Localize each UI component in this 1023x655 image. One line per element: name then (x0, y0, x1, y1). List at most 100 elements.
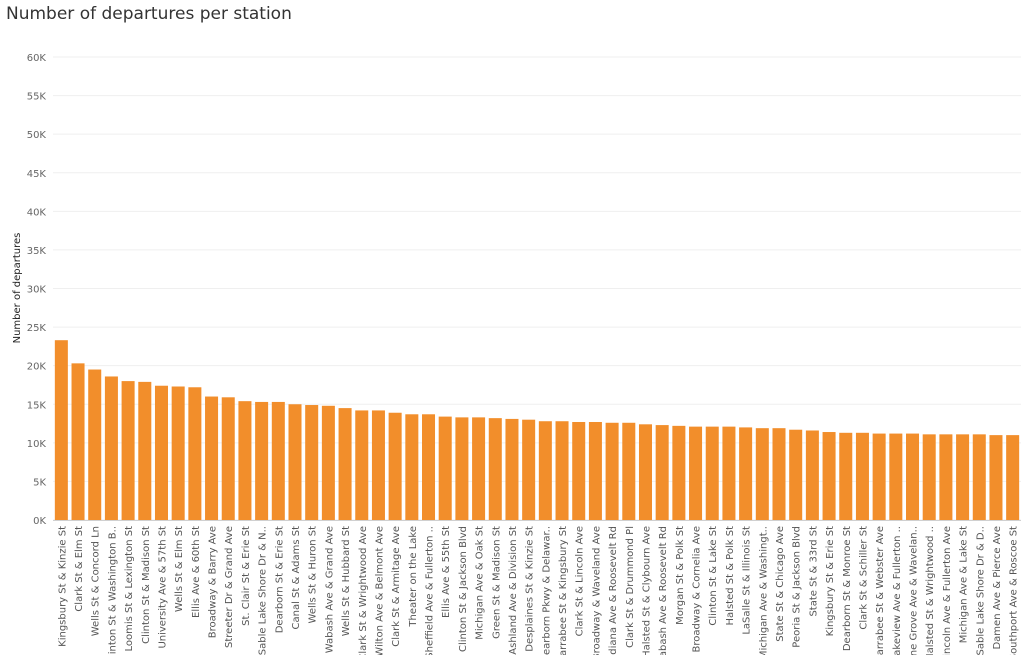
y-tick-label: 55K (27, 92, 47, 103)
bar[interactable] (956, 434, 970, 520)
x-tick-label: Michigan Ave & Oak St (475, 526, 486, 640)
x-tick-label: Michigan Ave & Washingt.. (758, 526, 769, 655)
x-tick-label: Kingsbury St & Kinzie St (57, 526, 68, 647)
x-tick-label: Clinton St & Lake St (708, 526, 719, 626)
bar[interactable] (805, 430, 819, 520)
bar[interactable] (922, 434, 936, 520)
x-tick-label: Ashland Ave & Division St (508, 526, 519, 655)
bar[interactable] (221, 397, 235, 520)
x-tick-label: Damen Ave & Pierce Ave (992, 526, 1003, 650)
bar[interactable] (572, 421, 586, 520)
bar[interactable] (655, 425, 669, 520)
bar[interactable] (689, 426, 703, 520)
bar[interactable] (705, 426, 719, 520)
x-tick-label: DuSable Lake Shore Dr & D.. (975, 526, 986, 655)
bar[interactable] (438, 416, 452, 520)
x-tick-label: Clark St & Lincoln Ave (575, 526, 586, 636)
y-axis-label: Number of departures (12, 233, 23, 344)
chart-title: Number of departures per station (6, 4, 292, 24)
bar[interactable] (855, 432, 869, 520)
bar[interactable] (872, 433, 886, 520)
bar[interactable] (588, 421, 602, 520)
bar[interactable] (739, 427, 753, 520)
bar[interactable] (121, 381, 135, 520)
x-tick-label: Clinton St & Madison St (141, 526, 152, 644)
bar[interactable] (71, 363, 85, 520)
bar[interactable] (238, 401, 252, 520)
bar[interactable] (288, 404, 302, 520)
bar[interactable] (321, 405, 335, 520)
bar[interactable] (88, 369, 102, 520)
bar[interactable] (205, 396, 219, 520)
bar[interactable] (989, 435, 1003, 520)
x-tick-label: Clark St & Schiller St (858, 526, 869, 630)
y-tick-label: 20K (27, 362, 47, 373)
bar[interactable] (405, 414, 419, 520)
x-tick-label: Wells St & Concord Ln (91, 526, 102, 636)
bar[interactable] (472, 417, 486, 520)
bar[interactable] (822, 432, 836, 520)
bar[interactable] (271, 401, 285, 520)
bar[interactable] (538, 421, 552, 520)
x-tick-label: Dearborn Pkwy & Delawar.. (541, 526, 552, 655)
bar[interactable] (939, 434, 953, 520)
bar[interactable] (305, 405, 319, 520)
x-tick-label: Ellis Ave & 60th St (191, 526, 202, 618)
x-tick-label: Larrabee St & Kingsbury St (558, 526, 569, 655)
bar[interactable] (722, 426, 736, 520)
bar[interactable] (255, 401, 269, 520)
bar[interactable] (622, 422, 636, 520)
bar[interactable] (338, 408, 352, 520)
x-tick-label: Clinton St & Washington B.. (107, 526, 118, 655)
y-tick-label: 0K (33, 516, 46, 527)
y-tick-label: 25K (27, 323, 47, 334)
y-tick-label: 15K (27, 400, 47, 411)
bar[interactable] (371, 410, 385, 520)
bar[interactable] (1006, 435, 1020, 520)
x-tick-label: Clark St & Drummond Pl (625, 526, 636, 648)
x-tick-label: Broadway & Cornelia Ave (692, 526, 703, 652)
x-tick-label: Michigan Ave & Lake St (959, 526, 970, 643)
x-tick-label: Pine Grove Ave & Wavelan.. (909, 526, 920, 655)
x-tick-label: Ellis Ave & 55th St (441, 526, 452, 618)
bar[interactable] (455, 417, 469, 520)
x-tick-label: Wells St & Elm St (174, 526, 185, 612)
bar[interactable] (388, 412, 402, 520)
x-tick-label: Dearborn St & Erie St (274, 526, 285, 633)
bar[interactable] (355, 410, 369, 520)
x-tick-label: Clark St & Wrightwood Ave (358, 526, 369, 655)
bar[interactable] (104, 376, 118, 520)
x-tick-label: Green St & Madison St (491, 526, 502, 639)
x-tick-label: University Ave & 57th St (157, 526, 168, 649)
bar[interactable] (839, 432, 853, 520)
bar[interactable] (154, 385, 168, 520)
bar[interactable] (54, 340, 68, 520)
x-tick-label: Desplaines St & Kinzie St (525, 526, 536, 652)
bar[interactable] (522, 419, 536, 520)
x-tick-label: St. Clair St & Erie St (241, 526, 252, 626)
x-tick-label: Southport Ave & Roscoe St (1009, 526, 1020, 655)
x-tick-label: Peoria St & Jackson Blvd (792, 526, 803, 648)
y-tick-label: 50K (27, 130, 47, 141)
bar[interactable] (171, 386, 185, 520)
x-tick-label: Wells St & Hubbard St (341, 526, 352, 636)
bar[interactable] (672, 425, 686, 520)
y-tick-label: 60K (27, 53, 47, 64)
bar[interactable] (555, 421, 569, 520)
bar[interactable] (138, 381, 152, 520)
bar[interactable] (972, 434, 986, 520)
bar[interactable] (772, 428, 786, 520)
bar[interactable] (755, 428, 769, 520)
bar[interactable] (638, 424, 652, 520)
bar[interactable] (488, 418, 502, 520)
bar[interactable] (422, 414, 436, 520)
bar[interactable] (188, 387, 202, 520)
x-tick-label: Clark St & Elm St (74, 526, 85, 612)
bar[interactable] (789, 429, 803, 520)
bar[interactable] (505, 418, 519, 520)
x-tick-label: Clinton St & Jackson Blvd (458, 526, 469, 652)
bar[interactable] (605, 422, 619, 520)
bar[interactable] (889, 433, 903, 520)
bar[interactable] (906, 433, 920, 520)
